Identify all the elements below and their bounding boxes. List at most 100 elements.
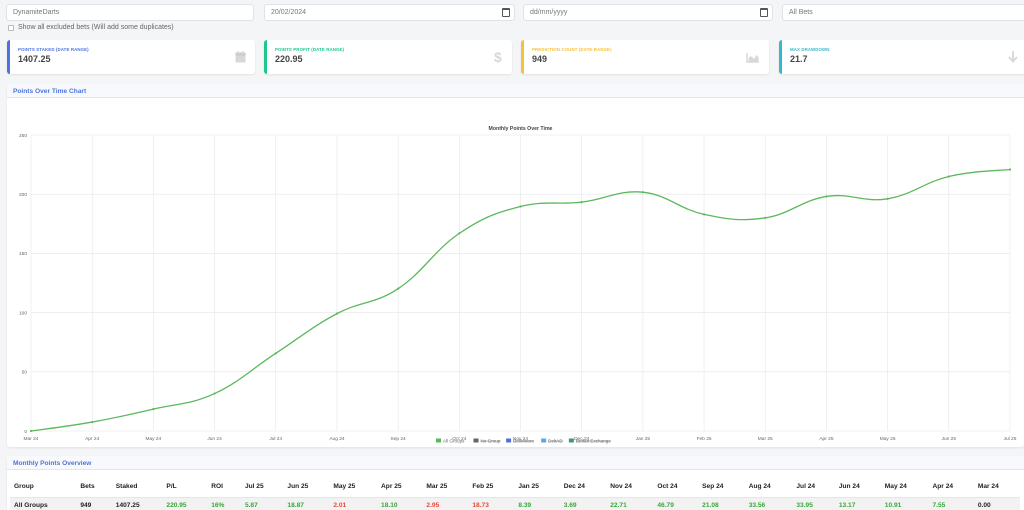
calendar-icon[interactable] [760, 8, 768, 17]
y-tick-label: 200 [19, 192, 27, 198]
table-cell: All Groups [10, 497, 77, 510]
date-to-input[interactable]: dd/mm/yyyy [523, 4, 773, 21]
y-tick-label: 250 [19, 133, 27, 139]
dollar-icon: $ [494, 49, 503, 68]
table-header-cell[interactable]: Bets [76, 477, 112, 498]
legend-item[interactable]: No Group [473, 438, 501, 443]
x-tick-label: Apr 24 [85, 436, 99, 442]
data-point[interactable] [458, 232, 461, 235]
data-point[interactable] [152, 408, 155, 411]
stat-card-value: 21.7 [790, 54, 808, 64]
table-row: All Groups 949 1407.25 220.95 16% 5.87 18.87 2.… [10, 497, 1020, 510]
y-tick-label: 100 [19, 310, 27, 316]
table-header-cell[interactable]: Feb 25 [468, 477, 515, 498]
table-header-cell[interactable]: Nov 24 [606, 477, 654, 498]
legend-item[interactable]: All Groups [436, 438, 465, 443]
data-point[interactable] [274, 352, 277, 355]
table-header-cell[interactable]: Jun 24 [834, 477, 881, 498]
data-point[interactable] [947, 175, 950, 178]
table-header-cell[interactable]: Sep 24 [698, 477, 745, 498]
table-header-cell[interactable]: Staked [111, 477, 163, 498]
chart-title: Monthly Points Over Time [489, 126, 553, 132]
stat-card-title: POINTS STAKED (DATE RANGE) [18, 47, 89, 52]
stat-card-value: 949 [532, 54, 548, 64]
y-tick-label: 150 [19, 251, 27, 257]
legend-item[interactable]: DeliMoore [506, 438, 534, 443]
filter-bar: DynamiteDarts 20/02/2024 dd/mm/yyyy All … [6, 4, 1024, 22]
legend-label[interactable]: No Group [481, 438, 501, 443]
table-header-cell[interactable]: Oct 24 [653, 477, 699, 498]
data-point[interactable] [825, 195, 828, 198]
table-cell: 33.56 [744, 497, 793, 510]
table-cell: 46.79 [653, 497, 699, 510]
group-select[interactable]: DynamiteDarts [6, 4, 254, 21]
legend-swatch[interactable] [541, 438, 547, 443]
legend-swatch[interactable] [568, 438, 574, 443]
table-header-cell[interactable]: Jun 25 [283, 477, 330, 498]
calendar-icon[interactable] [502, 8, 510, 17]
exclude-toggle[interactable]: Show all excluded bets (Will add some du… [8, 24, 174, 31]
data-point[interactable] [1008, 168, 1012, 171]
table-header-cell[interactable]: May 24 [880, 477, 929, 498]
table-header-cell[interactable]: May 25 [329, 477, 378, 498]
bets-select-value: All Bets [789, 9, 813, 16]
legend-item[interactable]: Betfair Exchange [568, 438, 611, 443]
legend-label[interactable]: All Groups [443, 438, 465, 443]
table-header-cell[interactable]: Mar 24 [973, 477, 1020, 498]
table-header-cell[interactable]: Mar 25 [422, 477, 469, 498]
y-tick-label: 50 [22, 370, 28, 376]
table-cell: 220.95 [162, 497, 208, 510]
table-header-cell[interactable]: Jan 25 [514, 477, 560, 498]
table-cell: 2.01 [329, 497, 378, 510]
legend-item[interactable]: DeltAD [541, 438, 563, 443]
data-point[interactable] [335, 312, 339, 315]
exclude-checkbox[interactable] [8, 24, 14, 31]
table-cell: 16% [207, 497, 241, 510]
table-header-cell[interactable]: Jul 24 [792, 477, 835, 498]
table-cell: 3.69 [559, 497, 607, 510]
x-tick-label: Apr 25 [819, 436, 833, 442]
svg-text:$: $ [494, 50, 502, 63]
data-point[interactable] [397, 287, 400, 290]
bets-select[interactable]: All Bets [782, 4, 1024, 21]
stat-card-value: 220.95 [275, 54, 303, 64]
legend-label[interactable]: Betfair Exchange [576, 438, 611, 443]
x-tick-label: Jan 25 [636, 436, 651, 442]
date-to-placeholder: dd/mm/yyyy [530, 9, 568, 16]
table-cell: 1407.25 [111, 497, 163, 510]
data-point[interactable] [519, 205, 522, 208]
table-header-cell[interactable]: Apr 25 [377, 477, 423, 498]
date-from-value: 20/02/2024 [271, 9, 307, 16]
stat-card: PREDICTION COUNT (DATE RANGE) 949 [521, 40, 769, 74]
legend-swatch[interactable] [436, 438, 441, 443]
x-tick-label: Mar 25 [758, 436, 773, 442]
data-point[interactable] [580, 201, 583, 204]
date-from-input[interactable]: 20/02/2024 [264, 4, 515, 21]
legend-label[interactable]: DeltAD [548, 438, 563, 443]
x-tick-label: Feb 25 [697, 436, 712, 442]
table-cell: 22.71 [606, 497, 654, 510]
table-header-cell[interactable]: Aug 24 [744, 477, 793, 498]
data-point[interactable] [886, 197, 889, 200]
chart-panel: Points Over Time Chart Monthly Points Ov… [7, 84, 1024, 447]
table-header-cell[interactable]: Apr 24 [928, 477, 974, 498]
table-header-cell[interactable]: ROI [207, 477, 241, 498]
data-point[interactable] [213, 392, 216, 395]
table-cell: 10.91 [880, 497, 929, 510]
legend-swatch[interactable] [506, 438, 512, 443]
stat-card: MAX DRAWDOWN 21.7 [779, 40, 1024, 74]
table-cell: 2.95 [422, 497, 469, 510]
data-point[interactable] [29, 429, 33, 433]
data-point[interactable] [91, 420, 94, 424]
legend-label[interactable]: DeliMoore [513, 438, 534, 443]
table-header-cell[interactable]: P/L [162, 477, 208, 498]
table-header-cell[interactable]: Group [10, 477, 77, 498]
table-header-cell[interactable]: Dec 24 [559, 477, 607, 498]
data-point[interactable] [702, 213, 706, 216]
stat-card: POINTS PROFIT (DATE RANGE) 220.95 $ [264, 40, 512, 74]
data-point[interactable] [641, 191, 644, 194]
data-point[interactable] [764, 216, 767, 219]
legend-swatch[interactable] [473, 438, 479, 443]
table-header-cell[interactable]: Jul 25 [240, 477, 284, 498]
table-cell: 7.55 [928, 497, 974, 510]
